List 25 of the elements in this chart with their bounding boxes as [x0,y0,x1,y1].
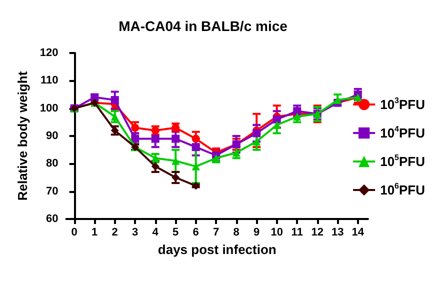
y-tick-label: 120 [40,47,58,59]
x-tick-label: 0 [71,226,78,238]
x-tick-label: 9 [254,226,260,238]
x-tick-label: 5 [172,226,179,238]
x-tick-label: 2 [112,226,118,238]
x-tick-label: 13 [332,226,344,238]
x-axis-title: days post infection [158,242,276,257]
x-tick-label: 10 [270,226,283,238]
x-tick-label: 14 [352,226,365,238]
y-tick-label: 90 [46,130,58,142]
y-axis-title: Relative body weight [15,70,30,201]
x-tick-label: 6 [192,226,199,238]
x-tick-label: 12 [311,226,324,238]
chart-title: MA-CA04 in BALB/c mice [118,18,288,34]
y-tick-label: 70 [46,185,58,198]
x-tick-label: 8 [233,226,240,238]
x-tick-label: 1 [92,226,98,238]
y-tick-label: 80 [46,158,58,170]
x-tick-label: 3 [132,226,138,238]
x-tick-label: 11 [291,226,303,238]
y-tick-label: 100 [40,102,58,114]
y-tick-label: 110 [40,74,58,87]
x-tick-label: 4 [152,226,160,238]
x-tick-label: 7 [213,226,220,238]
y-tick-label: 60 [46,213,58,225]
